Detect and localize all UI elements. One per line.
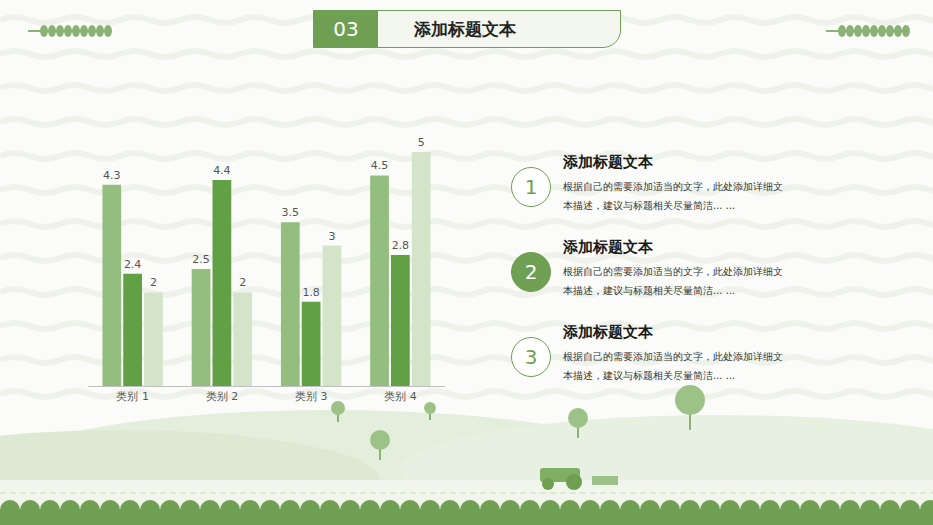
- html-text:根据自己的需要添加适当的文字，此处添加详细文本描述，建议与标: 根据自己的需要添加适当的文字，此处添加详细文本描述，建议与标题相关尽量简洁...…: [563, 181, 783, 211]
- svg-text:类别 4: 类别 4: [384, 390, 417, 403]
- svg-text:1.8: 1.8: [302, 286, 320, 299]
- html-text:根据自己的需要添加适当的文字，此处添加详细文本描述，建议与标: 根据自己的需要添加适当的文字，此处添加详细文本描述，建议与标题相关尽量简洁...…: [563, 266, 783, 296]
- svg-text:2.5: 2.5: [192, 253, 210, 266]
- svg-text:5: 5: [418, 136, 425, 149]
- svg-text:2: 2: [150, 276, 157, 289]
- svg-text:4.4: 4.4: [213, 164, 231, 177]
- html-text:2: 2: [524, 260, 538, 284]
- html-text:添加标题文本: 添加标题文本: [563, 323, 653, 341]
- html-text:添加标题文本: 添加标题文本: [414, 19, 516, 39]
- svg-text:类别 3: 类别 3: [295, 390, 328, 403]
- svg-text:2.4: 2.4: [124, 258, 142, 271]
- html-text:1: 1: [524, 175, 538, 199]
- svg-text:4.3: 4.3: [103, 169, 121, 182]
- svg-text:2.8: 2.8: [392, 239, 410, 252]
- svg-text:2: 2: [239, 276, 246, 289]
- html-text:添加标题文本: 添加标题文本: [563, 153, 653, 171]
- html-text:03: 03: [333, 17, 359, 41]
- svg-text:3.5: 3.5: [282, 206, 300, 219]
- svg-text:3: 3: [328, 230, 335, 243]
- svg-text:类别 2: 类别 2: [206, 390, 239, 403]
- html-text:3: 3: [524, 345, 538, 369]
- svg-text:类别 1: 类别 1: [116, 390, 149, 403]
- html-text:添加标题文本: 添加标题文本: [563, 238, 653, 256]
- html-text:根据自己的需要添加适当的文字，此处添加详细文本描述，建议与标: 根据自己的需要添加适当的文字，此处添加详细文本描述，建议与标题相关尽量简洁...…: [563, 351, 783, 381]
- svg-text:4.5: 4.5: [371, 159, 389, 172]
